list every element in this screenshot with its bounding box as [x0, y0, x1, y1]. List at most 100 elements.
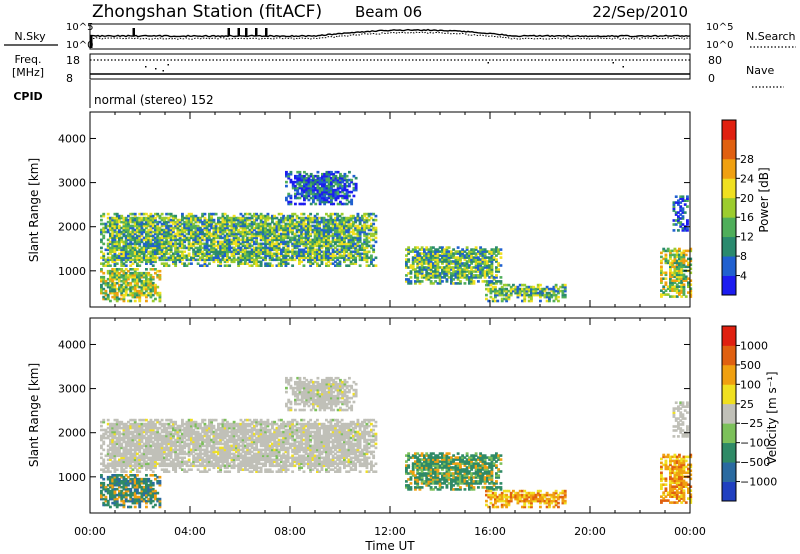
- power-cell: [259, 218, 263, 222]
- power-cell: [336, 194, 340, 198]
- power-cell: [190, 244, 193, 248]
- power-cell: [264, 248, 268, 252]
- power-cell: [291, 212, 295, 216]
- power-cell: [660, 255, 663, 259]
- power-cell: [563, 289, 567, 293]
- power-cell: [479, 272, 483, 275]
- velocity-cell: [115, 464, 119, 468]
- power-cell: [354, 236, 358, 240]
- power-cell: [268, 258, 272, 262]
- power-cell: [358, 252, 362, 256]
- power-cell: [100, 214, 103, 218]
- power-cell: [235, 238, 238, 242]
- velocity-cell: [102, 440, 106, 444]
- power-cell: [554, 285, 558, 289]
- power-cell: [318, 222, 322, 226]
- velocity-cell: [160, 436, 164, 440]
- power-cell: [298, 256, 301, 260]
- power-cell: [124, 291, 128, 295]
- power-cell: [127, 254, 130, 258]
- power-cell: [124, 220, 128, 224]
- power-cell: [145, 275, 148, 279]
- velocity-cell: [124, 434, 128, 438]
- power-cell: [149, 295, 153, 299]
- power-cell: [266, 240, 270, 244]
- power-cell: [250, 254, 254, 258]
- power-cell: [163, 230, 166, 234]
- power-cell: [298, 196, 302, 200]
- power-cell: [214, 256, 218, 260]
- velocity-cell: [115, 430, 119, 434]
- power-cell: [365, 242, 369, 246]
- power-cell: [250, 226, 254, 230]
- power-cell: [539, 291, 542, 295]
- power-cell: [429, 252, 433, 255]
- power-cell: [205, 256, 209, 260]
- power-cell: [284, 222, 288, 226]
- power-cell: [149, 291, 153, 295]
- velocity-cell: [106, 436, 110, 440]
- power-cell: [678, 259, 681, 263]
- power-cell: [280, 250, 283, 254]
- velocity-cell: [113, 444, 117, 448]
- power-cell: [120, 250, 124, 254]
- power-cell: [255, 218, 259, 222]
- power-cell: [339, 176, 342, 180]
- power-cell: [124, 226, 128, 230]
- power-cell: [305, 192, 309, 196]
- power-cell: [483, 258, 487, 261]
- power-cell: [201, 254, 205, 258]
- power-cell: [303, 198, 306, 202]
- power-cell: [203, 264, 207, 267]
- power-cell: [495, 280, 498, 283]
- velocity-cell: [106, 462, 110, 466]
- velocity-cell: [100, 462, 103, 466]
- power-cell: [675, 259, 679, 263]
- power-cell: [154, 291, 157, 295]
- power-cell: [190, 228, 193, 232]
- velocity-cell: [167, 446, 171, 450]
- power-cell: [201, 230, 205, 234]
- power-cell: [436, 282, 440, 285]
- power-cell: [178, 238, 182, 242]
- power-cell: [156, 273, 160, 277]
- power-cell: [280, 232, 283, 236]
- power-cell: [372, 250, 376, 254]
- power-cell: [318, 252, 322, 256]
- power-cell: [129, 260, 133, 264]
- power-cell: [178, 246, 182, 250]
- power-cell: [241, 248, 245, 252]
- power-cell: [129, 224, 133, 228]
- power-cell: [678, 285, 681, 288]
- power-cell: [447, 272, 451, 275]
- power-cell: [345, 188, 349, 192]
- power-cell: [109, 269, 112, 273]
- power-cell: [163, 264, 166, 267]
- power-cell: [307, 192, 311, 196]
- velocity-cell: [163, 470, 166, 473]
- power-cell: [338, 228, 342, 232]
- velocity-cell: [151, 444, 155, 448]
- power-cell: [554, 297, 558, 301]
- power-cell: [327, 264, 331, 267]
- power-cell: [483, 254, 487, 257]
- power-cell: [129, 258, 133, 262]
- power-cell: [147, 277, 151, 281]
- power-cell: [675, 261, 679, 265]
- power-cell: [199, 256, 202, 260]
- power-cell: [438, 274, 442, 277]
- velocity-cell: [160, 450, 164, 454]
- power-cell: [294, 174, 297, 178]
- power-cell: [244, 218, 247, 222]
- power-cell: [246, 246, 250, 250]
- power-cell: [669, 279, 672, 282]
- power-cell: [365, 256, 369, 260]
- power-cell: [321, 172, 324, 176]
- power-cell: [273, 236, 277, 240]
- power-cell: [109, 218, 112, 222]
- power-cell: [327, 250, 331, 254]
- power-cell: [241, 214, 245, 218]
- power-cell: [118, 216, 121, 220]
- velocity-cell: [174, 450, 178, 454]
- power-cell: [286, 244, 290, 248]
